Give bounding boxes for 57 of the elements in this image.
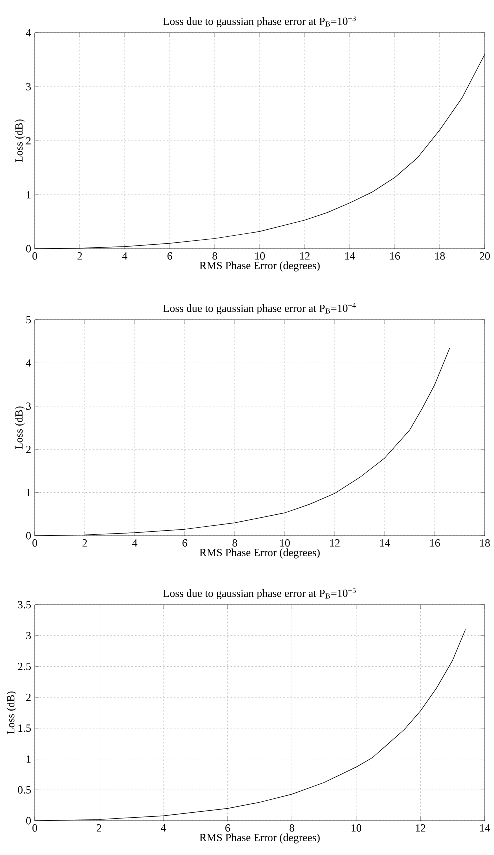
y-tick-label: 2 xyxy=(26,137,31,145)
y-tick-label: 3 xyxy=(26,83,32,91)
x-tick-label: 14 xyxy=(480,824,490,832)
x-tick-label: 8 xyxy=(290,824,295,832)
y-tick-label: 2.5 xyxy=(18,663,32,670)
x-tick-label: 18 xyxy=(436,252,446,260)
y-tick-label: 2 xyxy=(26,446,31,454)
y-tick-label: 3 xyxy=(26,632,32,640)
x-tick-label: 4 xyxy=(132,540,138,547)
y-tick-label: 3 xyxy=(26,402,32,410)
chart-title: Loss due to gaussian phase error at P$_{B}$=10$^{−5}$ xyxy=(164,588,356,600)
y-tick-label: 1 xyxy=(27,191,31,199)
x-tick-label: 0 xyxy=(32,252,38,260)
x-tick-label: 8 xyxy=(212,252,218,260)
y-tick-label: 4 xyxy=(26,360,32,367)
x-tick-label: 0 xyxy=(32,540,38,547)
x-tick-label: 6 xyxy=(168,252,173,260)
x-tick-label: 10 xyxy=(280,540,290,547)
x-tick-label: 2 xyxy=(97,824,102,832)
x-tick-label: 0 xyxy=(32,824,38,832)
x-tick-label: 2 xyxy=(82,540,88,547)
x-tick-label: 14 xyxy=(346,252,356,260)
x-tick-label: 6 xyxy=(226,824,230,832)
y-axis-title: Loss (dB) xyxy=(7,692,18,734)
y-tick-label: 1 xyxy=(27,756,31,763)
x-tick-label: 4 xyxy=(161,824,166,832)
y-tick-label: 0 xyxy=(26,817,32,825)
x-axis-title: RMS Phase Error (degrees) xyxy=(200,834,320,844)
y-tick-label: 3.5 xyxy=(18,601,32,609)
y-axis-title: Loss (dB) xyxy=(15,120,26,162)
y-tick-label: 2 xyxy=(26,694,31,702)
x-tick-label: 4 xyxy=(122,252,128,260)
y-tick-label: 0.5 xyxy=(18,786,32,794)
x-tick-label: 8 xyxy=(232,540,238,547)
x-tick-label: 16 xyxy=(390,252,400,260)
x-tick-label: 2 xyxy=(78,252,82,260)
x-axis-title: RMS Phase Error (degrees) xyxy=(200,548,320,559)
x-tick-label: 20 xyxy=(480,252,490,260)
x-tick-label: 10 xyxy=(256,252,266,260)
x-tick-label: 18 xyxy=(480,540,490,547)
x-tick-label: 14 xyxy=(380,540,390,547)
x-tick-label: 16 xyxy=(430,540,440,547)
x-axis-title: RMS Phase Error (degrees) xyxy=(200,262,320,272)
y-tick-label: 4 xyxy=(26,29,32,37)
y-tick-label: 0 xyxy=(26,532,32,540)
y-tick-label: 0 xyxy=(26,245,32,253)
y-tick-label: 1 xyxy=(27,489,31,496)
y-axis-title: Loss (dB) xyxy=(15,406,26,450)
x-tick-label: 12 xyxy=(330,540,340,547)
x-tick-label: 6 xyxy=(182,540,188,547)
x-tick-label: 10 xyxy=(352,824,362,832)
y-tick-label: 5 xyxy=(26,316,32,324)
x-tick-label: 12 xyxy=(300,252,310,260)
y-tick-label: 1.5 xyxy=(18,724,32,732)
chart-title: Loss due to gaussian phase error at P$_{B}$=10$^{−3}$ xyxy=(164,16,356,28)
chart-title: Loss due to gaussian phase error at P$_{B}$=10$^{−4}$ xyxy=(164,303,356,314)
x-tick-label: 12 xyxy=(416,824,426,832)
